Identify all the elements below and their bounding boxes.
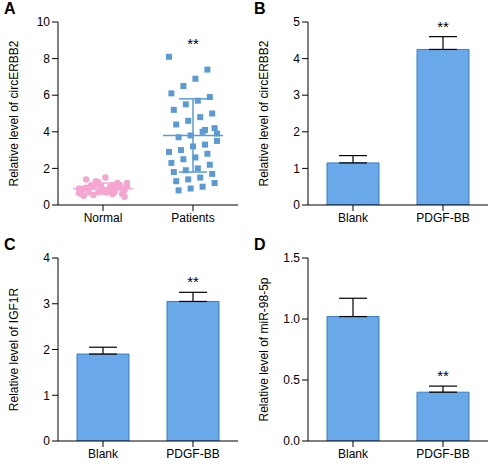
svg-text:4: 4 xyxy=(43,125,50,139)
svg-text:Relative level of circERBB2: Relative level of circERBB2 xyxy=(257,40,271,186)
html-text:A: A xyxy=(4,0,16,17)
svg-text:5: 5 xyxy=(293,15,300,29)
svg-text:Normal: Normal xyxy=(84,211,123,225)
html-text:B: B xyxy=(254,0,266,17)
html-text:D: D xyxy=(254,236,266,253)
svg-text:**: ** xyxy=(437,367,449,384)
svg-text:6: 6 xyxy=(43,88,50,102)
svg-text:0: 0 xyxy=(293,198,300,212)
svg-text:8: 8 xyxy=(43,52,50,66)
svg-text:2: 2 xyxy=(43,343,50,357)
svg-text:10: 10 xyxy=(37,15,51,29)
svg-text:1: 1 xyxy=(43,389,50,403)
svg-text:Patients: Patients xyxy=(171,211,214,225)
svg-text:2: 2 xyxy=(43,162,50,176)
svg-text:PDGF-BB: PDGF-BB xyxy=(416,447,469,461)
svg-text:Blank: Blank xyxy=(88,447,119,461)
svg-text:PDGF-BB: PDGF-BB xyxy=(166,447,219,461)
svg-text:Relative level of IGF1R: Relative level of IGF1R xyxy=(8,287,21,411)
svg-text:1: 1 xyxy=(293,162,300,176)
svg-text:1.0: 1.0 xyxy=(283,312,300,326)
svg-text:3: 3 xyxy=(43,297,50,311)
svg-text:Relative level of circERBB2: Relative level of circERBB2 xyxy=(8,40,21,186)
svg-text:Relative level of miR-98-5p: Relative level of miR-98-5p xyxy=(257,277,271,421)
svg-text:3: 3 xyxy=(293,88,300,102)
svg-text:0: 0 xyxy=(43,434,50,448)
svg-text:Blank: Blank xyxy=(338,211,369,225)
svg-text:0: 0 xyxy=(43,198,50,212)
svg-text:**: ** xyxy=(187,35,199,52)
svg-text:PDGF-BB: PDGF-BB xyxy=(416,211,469,225)
html-text:C: C xyxy=(4,236,16,253)
svg-text:0.5: 0.5 xyxy=(283,373,300,387)
svg-text:0.0: 0.0 xyxy=(283,434,300,448)
svg-text:**: ** xyxy=(187,273,199,290)
svg-text:**: ** xyxy=(437,18,449,35)
svg-text:4: 4 xyxy=(43,251,50,265)
svg-text:4: 4 xyxy=(293,52,300,66)
svg-text:Blank: Blank xyxy=(338,447,369,461)
svg-text:1.5: 1.5 xyxy=(283,251,300,265)
svg-text:2: 2 xyxy=(293,125,300,139)
